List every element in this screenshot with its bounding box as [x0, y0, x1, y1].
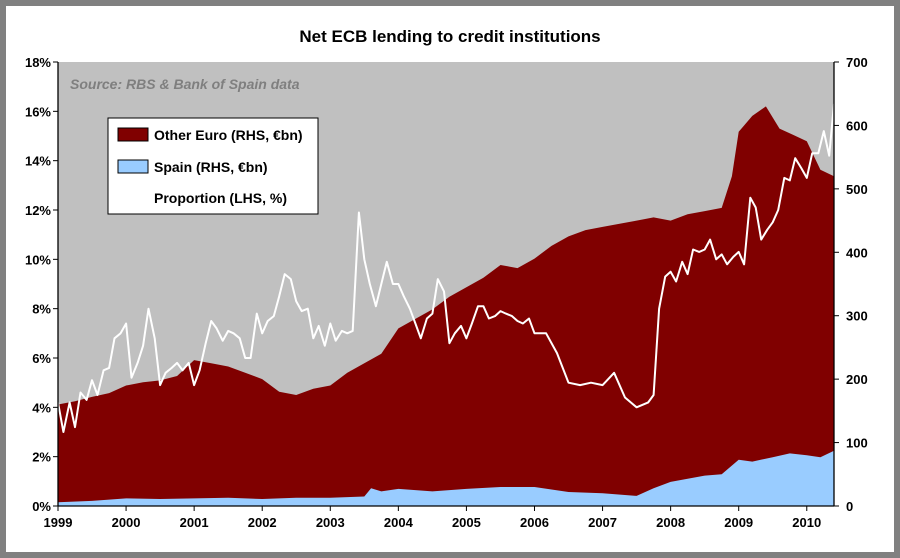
series-area-spain	[58, 450, 834, 506]
legend-label-spain: Spain (RHS, €bn)	[154, 159, 268, 175]
left-tick-label: 18%	[25, 55, 51, 70]
right-tick-label: 700	[846, 55, 868, 70]
x-tick-label: 2007	[588, 515, 617, 530]
legend-label-other-euro: Other Euro (RHS, €bn)	[154, 127, 303, 143]
right-tick-label: 100	[846, 436, 868, 451]
right-tick-label: 600	[846, 118, 868, 133]
right-tick-label: 300	[846, 309, 868, 324]
x-tick-label: 2001	[180, 515, 209, 530]
left-tick-label: 0%	[32, 499, 51, 514]
left-y-ticks: 0% 2% 4% 6% 8% 10% 12% 14% 16% 18%	[25, 55, 58, 514]
x-tick-label: 2010	[792, 515, 821, 530]
x-tick-label: 1999	[44, 515, 73, 530]
x-tick-label: 2009	[724, 515, 753, 530]
x-tick-label: 2000	[112, 515, 141, 530]
x-tick-label: 2002	[248, 515, 277, 530]
left-tick-label: 2%	[32, 450, 51, 465]
right-tick-label: 500	[846, 182, 868, 197]
right-tick-label: 400	[846, 245, 868, 260]
left-tick-label: 14%	[25, 154, 51, 169]
source-note: Source: RBS & Bank of Spain data	[70, 76, 300, 92]
x-tick-label: 2006	[520, 515, 549, 530]
series-line-proportion	[57, 103, 835, 433]
x-tick-label: 2008	[656, 515, 685, 530]
left-tick-label: 12%	[25, 203, 51, 218]
legend: Other Euro (RHS, €bn) Spain (RHS, €bn) P…	[107, 117, 319, 215]
left-tick-label: 6%	[32, 351, 51, 366]
right-tick-label: 0	[846, 499, 853, 514]
legend-swatch-other-euro	[117, 127, 149, 142]
right-y-ticks: 0 100 200 300 400 500 600 700	[834, 55, 868, 514]
line-layer	[57, 103, 835, 433]
right-tick-label: 200	[846, 372, 868, 387]
left-tick-label: 8%	[32, 302, 51, 317]
x-tick-label: 2004	[384, 515, 414, 530]
x-tick-label: 2005	[452, 515, 481, 530]
left-tick-label: 16%	[25, 104, 51, 119]
legend-swatch-spain	[117, 159, 149, 174]
legend-label-proportion: Proportion (LHS, %)	[154, 190, 287, 206]
left-tick-label: 4%	[32, 400, 51, 415]
x-ticks: 1999 2000 2001 2002 2003 2004 2005 2006 2007 2008…	[44, 506, 821, 530]
chart-title: Net ECB lending to credit institutions	[299, 27, 600, 46]
left-tick-label: 10%	[25, 252, 51, 267]
x-tick-label: 2003	[316, 515, 345, 530]
